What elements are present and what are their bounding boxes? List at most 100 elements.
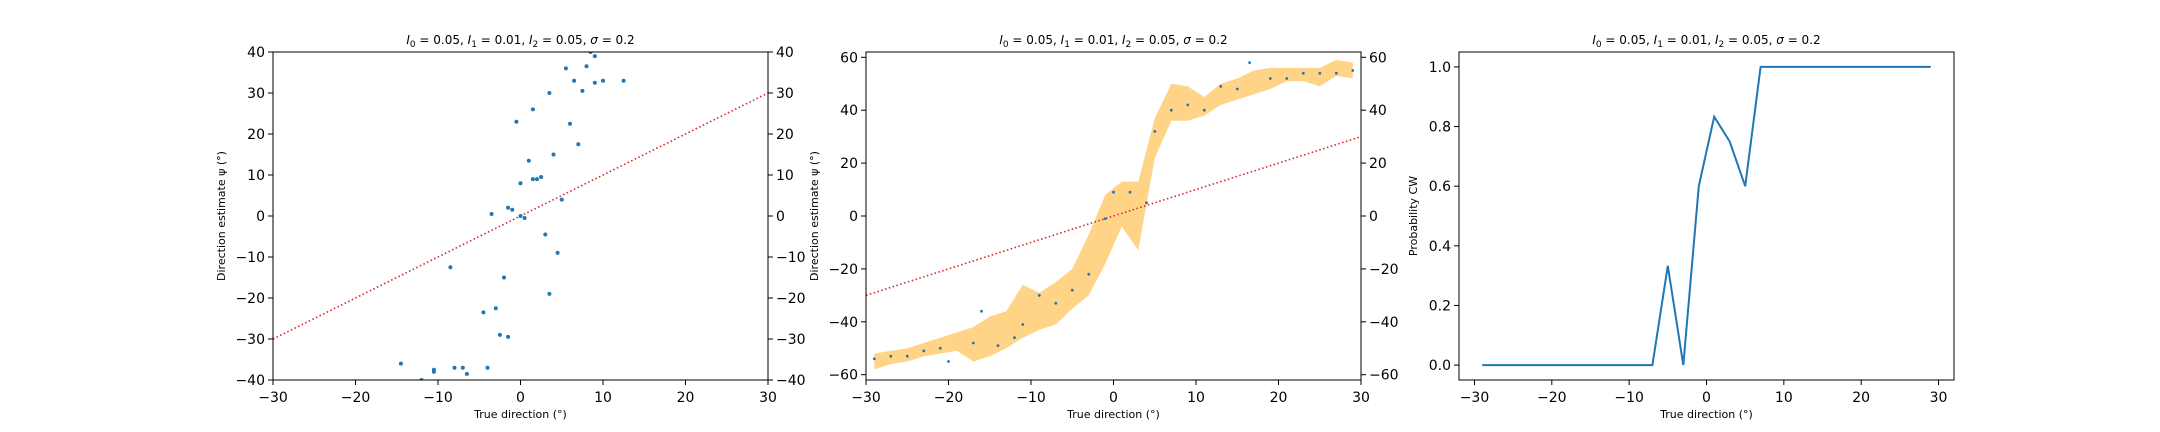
data-point xyxy=(971,341,975,345)
data-point xyxy=(1285,77,1289,80)
data-point xyxy=(947,360,950,363)
data-point xyxy=(1334,71,1338,75)
y-tick-label: 0.8 xyxy=(1429,120,1451,136)
data-point xyxy=(1112,190,1115,194)
data-point xyxy=(563,66,568,71)
chart-title-part: I xyxy=(1061,33,1065,47)
chart-title-part: 1 xyxy=(1657,40,1663,50)
x-tick-label: −10 xyxy=(1614,390,1644,406)
right-y-tick-label: −30 xyxy=(776,332,806,348)
y-tick-label: 40 xyxy=(840,103,858,119)
data-point xyxy=(905,354,909,358)
y-axis-label: Direction estimate ψ (°) xyxy=(808,151,821,281)
data-point xyxy=(530,177,535,182)
y-tick-label: −20 xyxy=(235,291,265,307)
x-tick-label: 10 xyxy=(1775,390,1793,406)
x-tick-label: −30 xyxy=(851,390,881,406)
data-point xyxy=(1219,85,1223,88)
x-tick-label: −20 xyxy=(1537,390,1567,406)
y-axis-label: Direction estimate ψ (°) xyxy=(215,151,228,281)
data-point xyxy=(539,175,544,179)
chart-title-part: I xyxy=(1654,33,1658,47)
x-axis-label: True direction (°) xyxy=(473,408,567,421)
data-point xyxy=(530,107,535,112)
data-point xyxy=(572,78,577,83)
chart-title: I0 = 0.05, I1 = 0.01, I2 = 0.05, σ = 0.2 xyxy=(1592,33,1820,50)
chart-title-part: 1 xyxy=(1064,40,1070,50)
x-tick-label: 20 xyxy=(1270,390,1288,406)
x-tick-label: 10 xyxy=(1187,390,1205,406)
chart-title-part: σ xyxy=(1776,33,1784,47)
data-point xyxy=(448,265,453,270)
right-y-tick-label: 0 xyxy=(776,209,785,225)
data-point xyxy=(1070,288,1074,292)
data-point xyxy=(481,310,486,315)
x-tick-label: −10 xyxy=(1016,390,1046,406)
data-point xyxy=(1021,323,1025,326)
data-point xyxy=(1037,294,1041,297)
data-point xyxy=(1301,71,1305,75)
y-tick-label: 30 xyxy=(247,86,265,102)
data-point xyxy=(543,232,548,237)
right-y-tick-label: −10 xyxy=(776,250,806,266)
data-point xyxy=(518,181,523,186)
data-point xyxy=(1054,301,1058,305)
data-point xyxy=(506,334,511,339)
data-point xyxy=(872,357,876,361)
y-axis-label: Probability CW xyxy=(1407,176,1420,256)
subplot-2: −30 −20 −10 0 10 20 30−60−40−200204060−60−40−2… xyxy=(808,33,1399,421)
x-tick-label: −10 xyxy=(423,390,453,406)
data-point xyxy=(1153,130,1157,133)
chart-title-part: = 0.2 xyxy=(1191,33,1228,47)
chart-title-part: = 0.2 xyxy=(598,33,635,47)
data-point xyxy=(460,365,465,370)
x-tick-label: 20 xyxy=(677,390,695,406)
chart-title-part: = 0.05, xyxy=(1131,33,1183,47)
right-y-tick-label: 60 xyxy=(1369,50,1387,66)
y-tick-label: 40 xyxy=(247,45,265,61)
right-y-tick-label: 0 xyxy=(1369,209,1378,225)
plot-area xyxy=(1482,65,1931,367)
chart-title-part: 2 xyxy=(1719,40,1725,50)
chart-title-part: 0 xyxy=(410,40,416,50)
data-point xyxy=(1128,190,1132,194)
chart-title: I0 = 0.05, I1 = 0.01, I2 = 0.05, σ = 0.2 xyxy=(999,33,1227,50)
x-tick-label: −30 xyxy=(1460,390,1490,406)
data-point xyxy=(576,142,581,147)
data-point xyxy=(1318,71,1322,75)
data-point xyxy=(522,216,527,220)
y-tick-label: 0.6 xyxy=(1429,179,1451,195)
series-line xyxy=(1482,65,1931,367)
y-tick-label: 0.2 xyxy=(1429,298,1451,314)
x-tick-label: 20 xyxy=(1852,390,1870,406)
right-y-tick-label: −20 xyxy=(1369,262,1399,278)
data-point xyxy=(580,88,585,93)
data-point xyxy=(398,361,403,366)
chart-title-part: σ xyxy=(1183,33,1191,47)
y-tick-label: 0 xyxy=(849,209,858,225)
reference-line xyxy=(866,135,1361,297)
data-point xyxy=(996,344,1000,347)
data-point xyxy=(1351,69,1355,72)
data-point xyxy=(551,152,556,157)
chart-title: I0 = 0.05, I1 = 0.01, I2 = 0.05, σ = 0.2 xyxy=(406,33,634,50)
y-tick-label: −40 xyxy=(828,315,858,331)
y-tick-label: −40 xyxy=(235,373,265,389)
chart-title-part: = 0.01, xyxy=(1663,33,1715,47)
x-tick-label: 30 xyxy=(1930,390,1948,406)
x-tick-label: 10 xyxy=(594,390,612,406)
data-point xyxy=(1145,201,1148,205)
chart-title-part: = 0.05, xyxy=(416,33,468,47)
data-point xyxy=(497,332,502,337)
plot-area xyxy=(866,59,1361,370)
chart-title-part: I xyxy=(1592,33,1596,47)
y-tick-label: −30 xyxy=(235,332,265,348)
chart-title-part: = 0.05, xyxy=(1009,33,1061,47)
chart-title-part: = 0.01, xyxy=(477,33,529,47)
y-tick-label: 1.0 xyxy=(1429,60,1451,76)
data-point xyxy=(464,371,469,376)
data-point xyxy=(485,365,490,370)
data-point xyxy=(889,354,893,358)
data-point xyxy=(535,177,539,182)
chart-title-part: = 0.05, xyxy=(538,33,590,47)
